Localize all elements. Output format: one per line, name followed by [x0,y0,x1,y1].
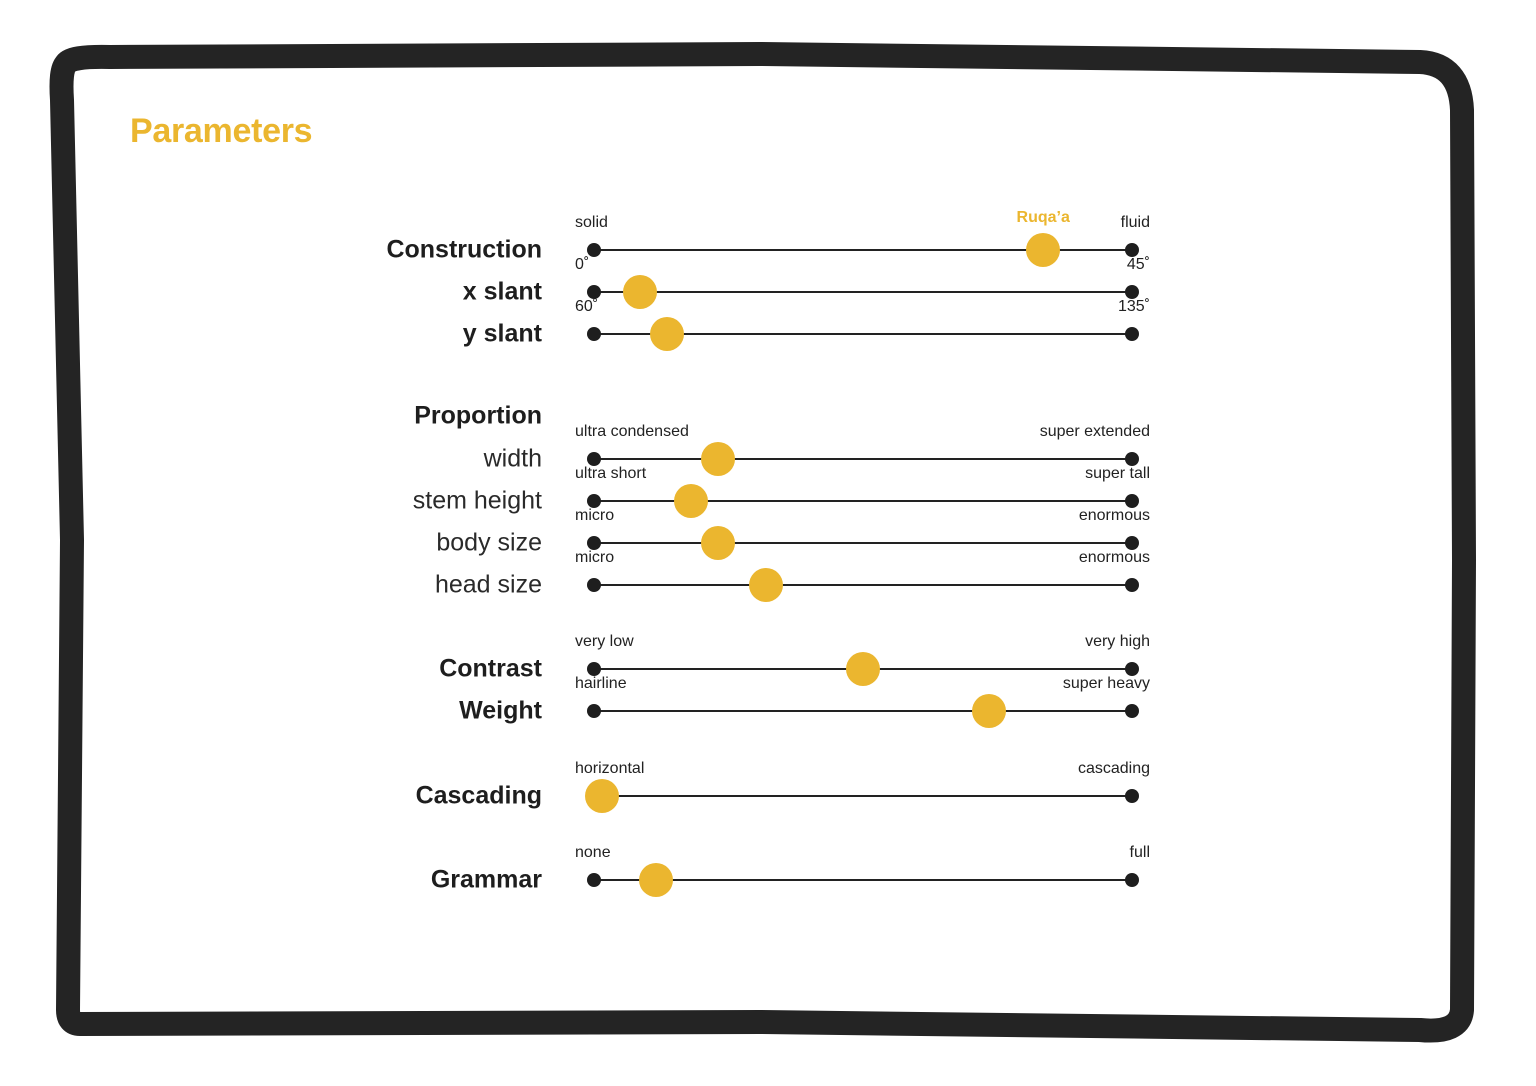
construction-slider[interactable] [586,233,1146,267]
grammar-min-label: none [575,844,611,861]
slider-min-dot [587,494,601,508]
body-size-min-label: micro [575,507,615,524]
contrast-slider[interactable] [586,652,1146,686]
slider-track [594,333,1138,335]
slider-track [594,584,1138,586]
head-size-label: head size [434,570,542,599]
stem-height-max-label: super tall [1085,465,1150,482]
x-slant-slider[interactable] [586,275,1146,309]
slider-track [594,710,1138,712]
weight-label: Weight [459,696,542,725]
slider-track [594,500,1138,502]
slider-max-dot [1125,873,1139,887]
slider-track [594,458,1138,460]
slider-max-dot [1125,327,1139,341]
stem-height-slider-handle[interactable] [673,484,708,518]
weight-slider[interactable] [586,694,1146,728]
width-min-label: ultra condensed [575,423,689,440]
slider-max-dot [1125,704,1139,718]
contrast-min-label: very low [575,633,634,650]
stem-height-label: stem height [412,486,542,515]
grammar-max-label: full [1129,844,1150,861]
grammar-slider-handle[interactable] [638,863,673,897]
width-label: width [483,444,542,473]
slider-max-dot [1125,494,1139,508]
slider-min-dot [587,873,601,887]
y-slant-min-label: 60˚ [575,298,599,315]
body-size-max-label: enormous [1078,507,1150,524]
grammar-slider[interactable] [586,863,1146,897]
slider-min-dot [587,578,601,592]
slider-track [594,879,1138,881]
head-size-min-label: micro [575,549,615,566]
head-size-max-label: enormous [1078,549,1150,566]
slider-max-dot [1125,243,1139,257]
head-size-slider[interactable] [586,568,1146,602]
page-title: Parameters [130,112,313,150]
y-slant-slider-handle[interactable] [649,317,684,351]
slider-max-dot [1125,789,1139,803]
y-slant-max-label: 135˚ [1117,298,1150,315]
slider-min-dot [587,243,601,257]
slider-max-dot [1125,285,1139,299]
slider-max-dot [1125,662,1139,676]
slider-min-dot [587,704,601,718]
contrast-slider-handle[interactable] [846,652,880,686]
construction-label: Construction [386,235,542,264]
stem-height-min-label: ultra short [575,465,647,482]
slider-min-dot [587,327,601,341]
slider-max-dot [1125,452,1139,466]
weight-slider-handle[interactable] [972,694,1007,728]
construction-min-label: solid [575,214,608,231]
width-slider-handle[interactable] [700,442,735,476]
cascading-label: Cascading [415,781,542,810]
stem-height-slider[interactable] [586,484,1146,518]
width-slider[interactable] [586,442,1146,476]
proportion-label: Proportion [414,401,542,430]
cascading-slider[interactable] [585,779,1146,813]
construction-max-label: fluid [1120,214,1150,231]
cascading-min-label: horizontal [575,760,645,777]
contrast-label: Contrast [439,654,542,683]
slider-min-dot [587,452,601,466]
slider-min-dot [587,662,601,676]
head-size-slider-handle[interactable] [749,568,784,602]
body-size-slider-handle[interactable] [700,526,735,560]
slider-track [594,249,1138,251]
weight-min-label: hairline [575,675,627,692]
y-slant-label: y slant [462,319,542,348]
y-slant-slider[interactable] [586,317,1146,351]
grammar-label: Grammar [430,865,542,894]
slider-track [594,542,1138,544]
construction-slider-handle[interactable] [1026,233,1061,267]
x-slant-slider-handle[interactable] [622,275,657,309]
slider-min-dot [587,285,601,299]
slider-track [594,291,1138,293]
width-max-label: super extended [1039,423,1150,440]
cascading-max-label: cascading [1077,760,1150,777]
slider-max-dot [1125,536,1139,550]
slider-max-dot [1125,578,1139,592]
body-size-slider[interactable] [586,526,1146,560]
weight-max-label: super heavy [1062,675,1150,692]
cascading-slider-handle[interactable] [585,779,620,813]
slider-track [594,795,1138,797]
x-slant-label: x slant [462,277,542,306]
x-slant-min-label: 0˚ [575,256,590,273]
slider-min-dot [587,536,601,550]
construction-marker-label: Ruqa’a [1016,209,1070,226]
body-size-label: body size [436,528,542,557]
contrast-max-label: very high [1085,633,1150,650]
x-slant-max-label: 45˚ [1126,256,1150,273]
